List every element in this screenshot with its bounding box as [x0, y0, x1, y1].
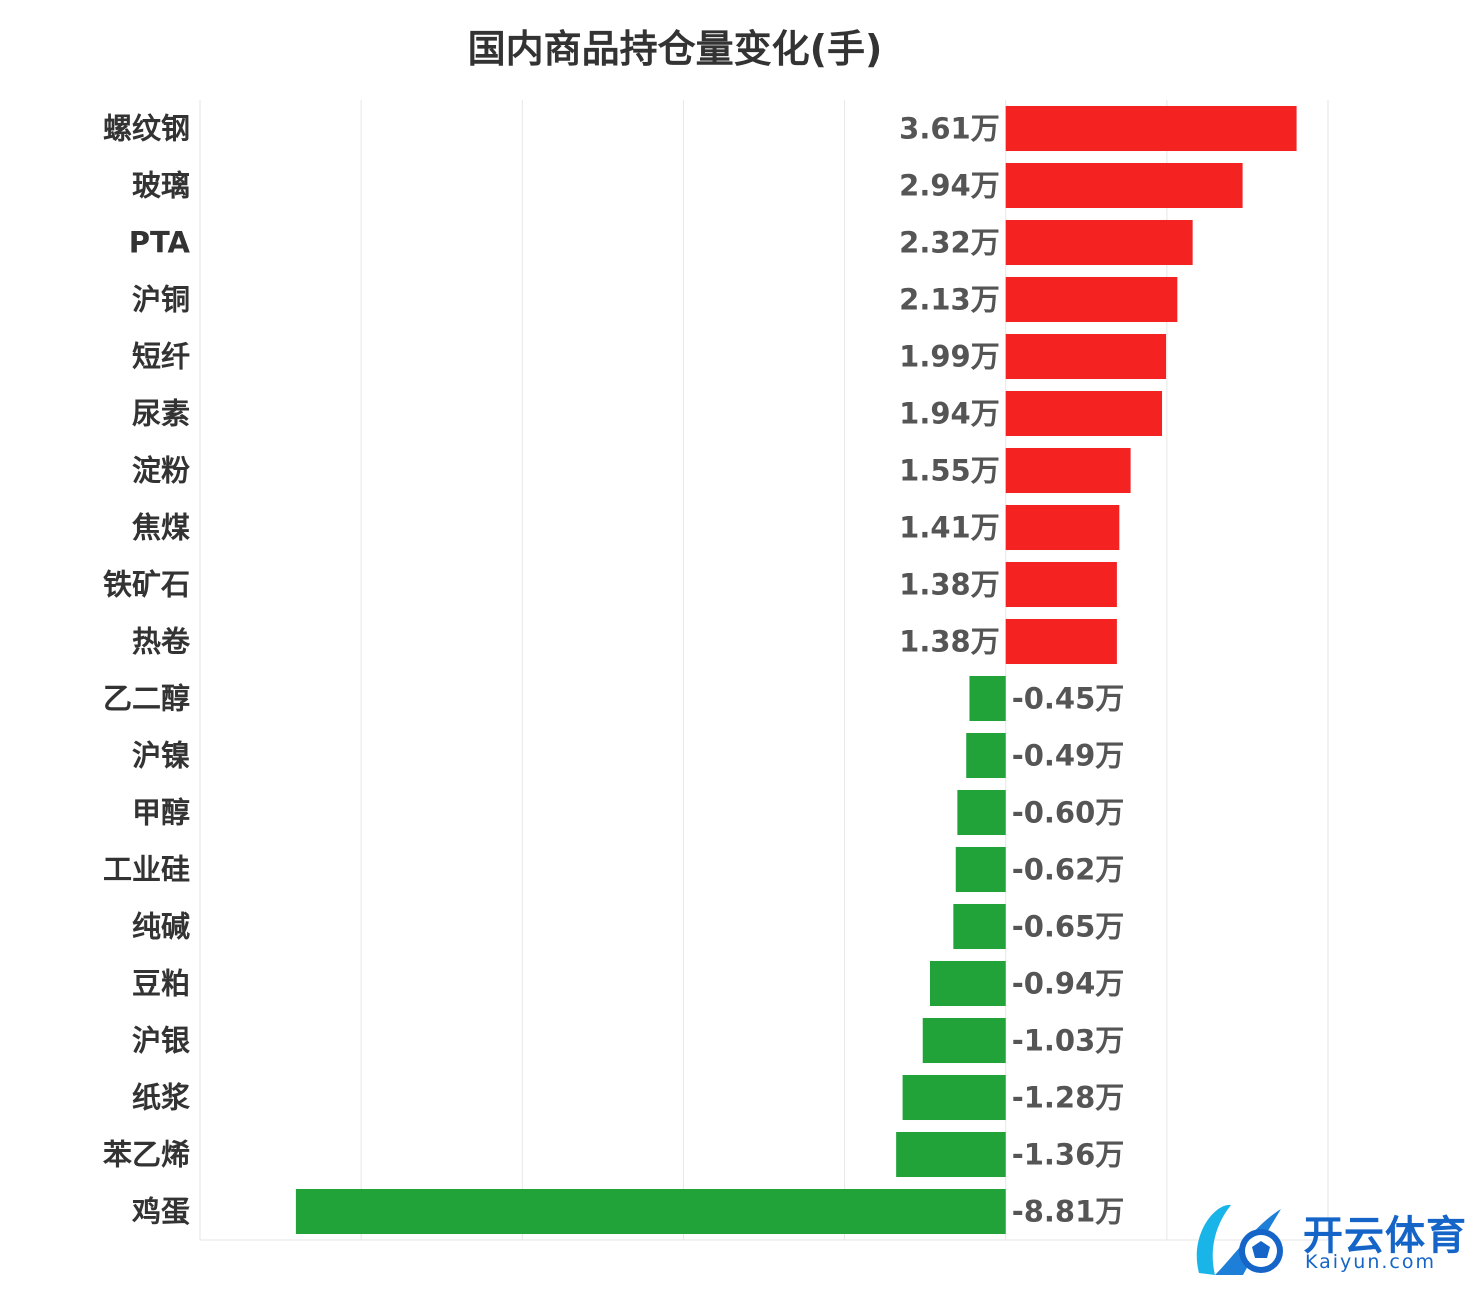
value-label: 1.55万: [899, 454, 1000, 488]
category-label: 热卷: [132, 625, 191, 659]
category-label: 苯乙烯: [103, 1138, 190, 1172]
category-label: 沪铜: [132, 283, 190, 317]
bar: [1005, 447, 1131, 494]
category-label: 工业硅: [103, 853, 190, 887]
value-label: -0.94万: [1012, 967, 1125, 1001]
value-label: 2.94万: [899, 169, 1000, 203]
category-label: 沪镍: [132, 739, 190, 773]
bar: [969, 675, 1006, 722]
value-label: -1.03万: [1012, 1024, 1125, 1058]
category-label: 沪银: [132, 1024, 190, 1058]
bar: [953, 903, 1006, 950]
bar: [1005, 390, 1163, 437]
value-label: -0.45万: [1012, 682, 1125, 716]
value-label: 2.13万: [899, 283, 1000, 317]
bar: [957, 789, 1006, 836]
category-label: 纸浆: [132, 1081, 191, 1115]
value-label: 1.38万: [899, 568, 1000, 602]
category-label: 玻璃: [132, 169, 190, 203]
bar: [955, 846, 1006, 893]
value-label: -0.60万: [1012, 796, 1125, 830]
value-label: -0.62万: [1012, 853, 1125, 887]
bar: [1005, 618, 1117, 665]
category-label: 短纤: [132, 340, 190, 374]
value-label: 3.61万: [899, 112, 1000, 146]
bar: [1005, 504, 1120, 551]
value-label: -0.49万: [1012, 739, 1125, 773]
bar: [929, 960, 1006, 1007]
watermark-subtext: Kaiyun.com: [1305, 1251, 1436, 1273]
category-label: 纯碱: [132, 910, 190, 944]
chart-title: 国内商品持仓量变化(手): [467, 27, 883, 71]
watermark-text: 开云体育: [1303, 1213, 1467, 1259]
kaiyun-logo: 开云体育 Kaiyun.com: [1185, 1195, 1467, 1285]
bar: [902, 1074, 1006, 1121]
category-label: 甲醇: [132, 796, 190, 830]
bars: [295, 105, 1297, 1235]
bar: [1005, 105, 1297, 152]
kaiyun-logo-icon: [1196, 1204, 1283, 1275]
bar: [896, 1131, 1006, 1178]
category-label: 铁矿石: [103, 568, 190, 602]
bar: [1005, 561, 1117, 608]
bar: [1005, 276, 1178, 323]
bar: [1005, 333, 1167, 380]
category-label: 淀粉: [132, 454, 190, 488]
category-label: 豆粕: [132, 967, 190, 1001]
value-label: 1.99万: [899, 340, 1000, 374]
value-label: -0.65万: [1012, 910, 1125, 944]
category-label: PTA: [129, 226, 191, 260]
category-label: 尿素: [132, 397, 190, 431]
value-label: 1.41万: [899, 511, 1000, 545]
value-label: 1.94万: [899, 397, 1000, 431]
category-label: 螺纹钢: [103, 112, 190, 146]
category-label: 乙二醇: [103, 682, 190, 716]
value-label: 2.32万: [899, 226, 1000, 260]
bar: [295, 1188, 1006, 1235]
value-label: -1.36万: [1012, 1138, 1125, 1172]
grid-lines: [199, 100, 1329, 1241]
bar: [1005, 219, 1193, 266]
category-label: 焦煤: [132, 511, 190, 545]
bar: [966, 732, 1006, 779]
value-label: -8.81万: [1012, 1195, 1125, 1229]
bar: [1005, 162, 1243, 209]
value-label: -1.28万: [1012, 1081, 1125, 1115]
value-label: 1.38万: [899, 625, 1000, 659]
bar: [922, 1017, 1006, 1064]
category-label: 鸡蛋: [132, 1195, 190, 1229]
